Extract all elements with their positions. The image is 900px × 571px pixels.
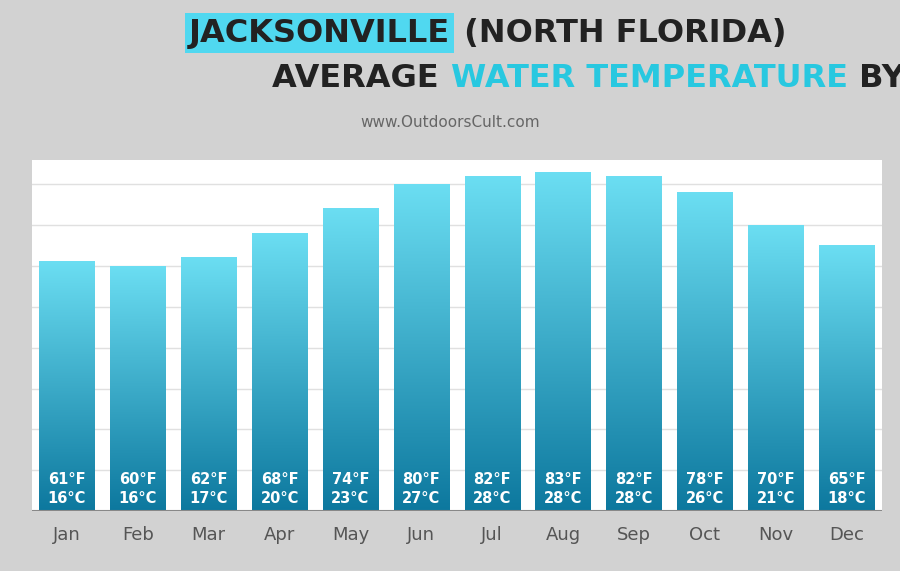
Text: 82°F
28°C: 82°F 28°C: [615, 472, 653, 506]
Text: www.OutdoorsCult.com: www.OutdoorsCult.com: [360, 115, 540, 130]
Text: JACKSONVILLE: JACKSONVILLE: [189, 18, 450, 49]
Text: 61°F
16°C: 61°F 16°C: [48, 472, 86, 506]
Text: 60°F
16°C: 60°F 16°C: [119, 472, 157, 506]
Text: WATER TEMPERATURE: WATER TEMPERATURE: [451, 63, 848, 94]
Text: 78°F
26°C: 78°F 26°C: [686, 472, 724, 506]
Text: 70°F
21°C: 70°F 21°C: [757, 472, 795, 506]
Text: 82°F
28°C: 82°F 28°C: [473, 472, 511, 506]
Text: AVERAGE: AVERAGE: [272, 63, 450, 94]
Text: 65°F
18°C: 65°F 18°C: [827, 472, 866, 506]
Text: 80°F
27°C: 80°F 27°C: [402, 472, 440, 506]
Text: 68°F
20°C: 68°F 20°C: [260, 472, 299, 506]
Text: BY MONTH: BY MONTH: [848, 63, 900, 94]
Text: 83°F
28°C: 83°F 28°C: [544, 472, 582, 506]
Text: 62°F
17°C: 62°F 17°C: [190, 472, 228, 506]
Text: (NORTH FLORIDA): (NORTH FLORIDA): [453, 18, 787, 49]
Text: 74°F
23°C: 74°F 23°C: [331, 472, 370, 506]
